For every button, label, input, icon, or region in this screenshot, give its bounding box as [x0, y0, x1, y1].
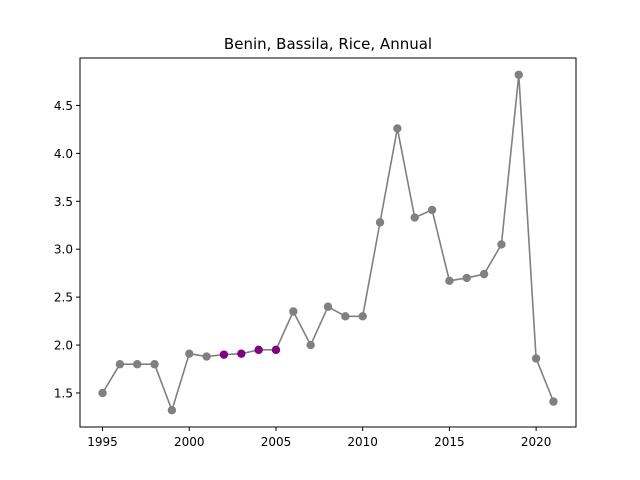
x-tick-label: 1995 [87, 435, 118, 449]
data-point [445, 276, 454, 286]
x-tick-label: 2005 [261, 435, 292, 449]
y-tick-label: 3.5 [54, 195, 73, 209]
data-point [202, 352, 211, 361]
data-point [150, 360, 159, 369]
data-point [98, 388, 107, 398]
x-tick-label: 2000 [174, 435, 205, 449]
x-tick-label: 2010 [347, 435, 378, 449]
highlighted-data-point [254, 345, 263, 355]
data-point [427, 205, 437, 215]
y-tick-label: 4.0 [54, 147, 73, 161]
data-point [341, 312, 350, 321]
y-tick-label: 3.0 [54, 243, 73, 257]
axes-layer: 1995 2000 2005 2010 2015 2020 1.5 2.0 2.5 3.0 3.5 4… [54, 57, 577, 449]
data-point [410, 213, 419, 222]
data-point [514, 70, 523, 79]
data-point [393, 124, 402, 133]
data-point [462, 273, 471, 283]
data-point [549, 397, 558, 406]
highlighted-data-point [219, 350, 229, 359]
plot-frame [79, 57, 577, 428]
data-point [167, 406, 177, 415]
x-tick-label: 2015 [434, 435, 465, 449]
series-layer [98, 70, 558, 415]
data-point [306, 340, 315, 350]
series-line [101, 74, 555, 413]
data-point [531, 354, 541, 363]
y-tick-label: 1.5 [54, 386, 73, 400]
x-tick-label: 2020 [521, 435, 552, 449]
y-tick-label: 4.5 [54, 99, 73, 113]
y-tick-label: 2.5 [54, 291, 73, 305]
data-point [323, 302, 333, 311]
data-point [115, 360, 125, 369]
chart-title: Benin, Bassila, Rice, Annual [224, 35, 432, 53]
highlighted-data-point [271, 345, 281, 355]
highlighted-data-point [237, 349, 246, 358]
data-point [479, 269, 489, 279]
data-point [497, 240, 506, 249]
data-point [185, 349, 194, 358]
y-tick-label: 2.0 [54, 339, 73, 353]
data-point [289, 307, 298, 316]
data-point [375, 218, 385, 227]
data-point [133, 360, 142, 369]
data-point [358, 312, 367, 321]
